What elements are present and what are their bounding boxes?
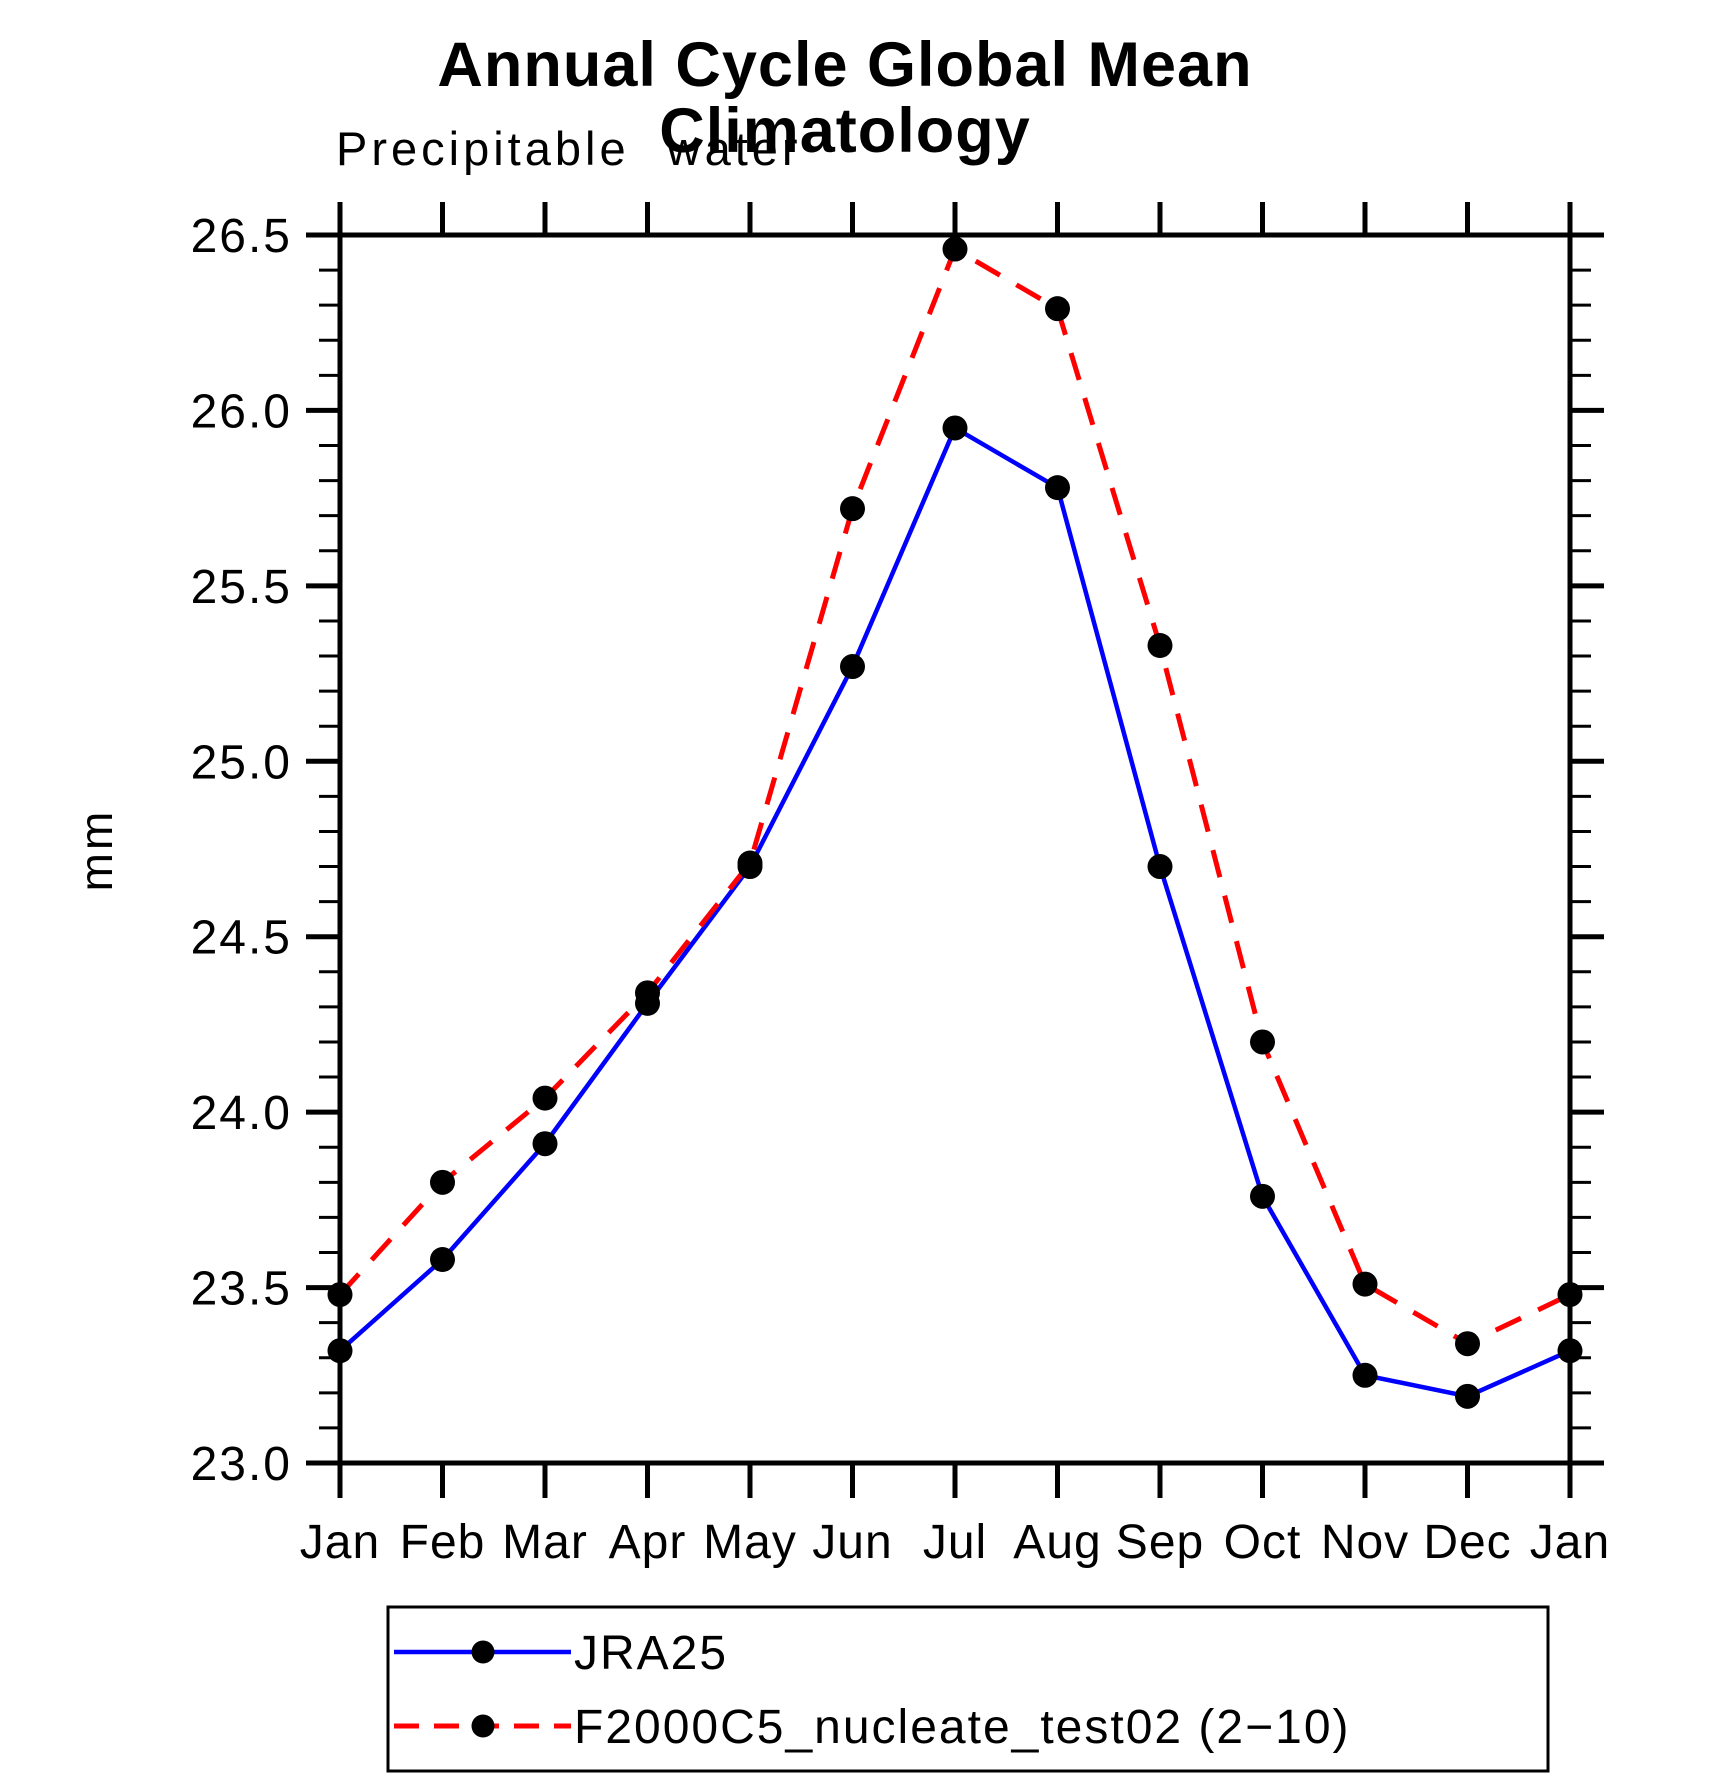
legend-box [386,1605,1550,1773]
x-axis-month-label: Jan [1530,1516,1610,1569]
data-point-marker [1557,1282,1583,1308]
legend-label: F2000C5_nucleate_test02 (2−10) [574,1701,1351,1754]
y-axis-title: mm [70,809,122,892]
y-axis-tick-label: 23.0 [191,1438,292,1491]
data-point-marker [1250,1029,1275,1055]
legend-marker [471,1714,495,1738]
data-point-marker [327,1282,353,1308]
chart-title: Annual Cycle Global Mean Climatology [437,30,1253,167]
data-point-marker [327,1338,353,1364]
x-axis-month-label: Feb [400,1516,486,1569]
data-point-marker [532,1085,558,1111]
y-axis-tick-label: 24.5 [191,912,292,965]
legend-label: JRA25 [574,1627,728,1680]
x-axis-month-label: Sep [1116,1516,1204,1569]
data-point-marker [840,654,865,680]
data-point-marker [430,1247,455,1273]
data-point-marker [1455,1383,1480,1409]
data-point-marker [1352,1271,1378,1297]
y-axis-tick-label: 23.5 [191,1263,292,1316]
chart-subtitle: Precipitable water [336,122,802,175]
data-point-marker [840,496,865,522]
x-axis-month-label: Nov [1321,1516,1409,1569]
y-axis-tick-label: 26.0 [191,385,292,438]
x-axis-month-label: Jun [812,1516,892,1569]
data-point-marker [1045,296,1070,322]
data-point-marker [1557,1338,1583,1364]
x-axis-month-label: Oct [1224,1516,1302,1569]
x-axis-month-label: Jul [923,1516,987,1569]
x-axis-month-label: Aug [1013,1516,1101,1569]
y-axis-tick-label: 25.5 [191,561,292,614]
data-point-marker [532,1131,558,1157]
series-line-f2000c5 [338,245,1572,1347]
data-point-marker [1147,854,1173,880]
data-point-marker [1352,1362,1378,1388]
data-point-marker [942,415,968,441]
data-point-marker [430,1169,455,1195]
y-axis-tick-label: 26.5 [191,210,292,263]
x-axis-month-label: Jan [300,1516,380,1569]
data-point-marker [942,236,968,262]
series-line-jra25 [338,424,1571,1399]
data-point-marker [1250,1183,1275,1209]
data-point-marker [1455,1331,1480,1357]
data-point-marker [737,850,763,876]
x-axis-month-label: Dec [1423,1516,1511,1569]
data-point-marker [1045,475,1070,501]
legend-marker [471,1640,495,1664]
y-axis-tick-label: 24.0 [191,1087,292,1140]
x-axis-month-label: Mar [502,1516,588,1569]
y-axis-tick-label: 25.0 [191,736,292,789]
data-point-marker [1147,633,1173,659]
x-axis-month-label: Apr [609,1516,687,1569]
data-point-marker [635,980,660,1006]
x-axis-month-label: May [703,1516,797,1569]
